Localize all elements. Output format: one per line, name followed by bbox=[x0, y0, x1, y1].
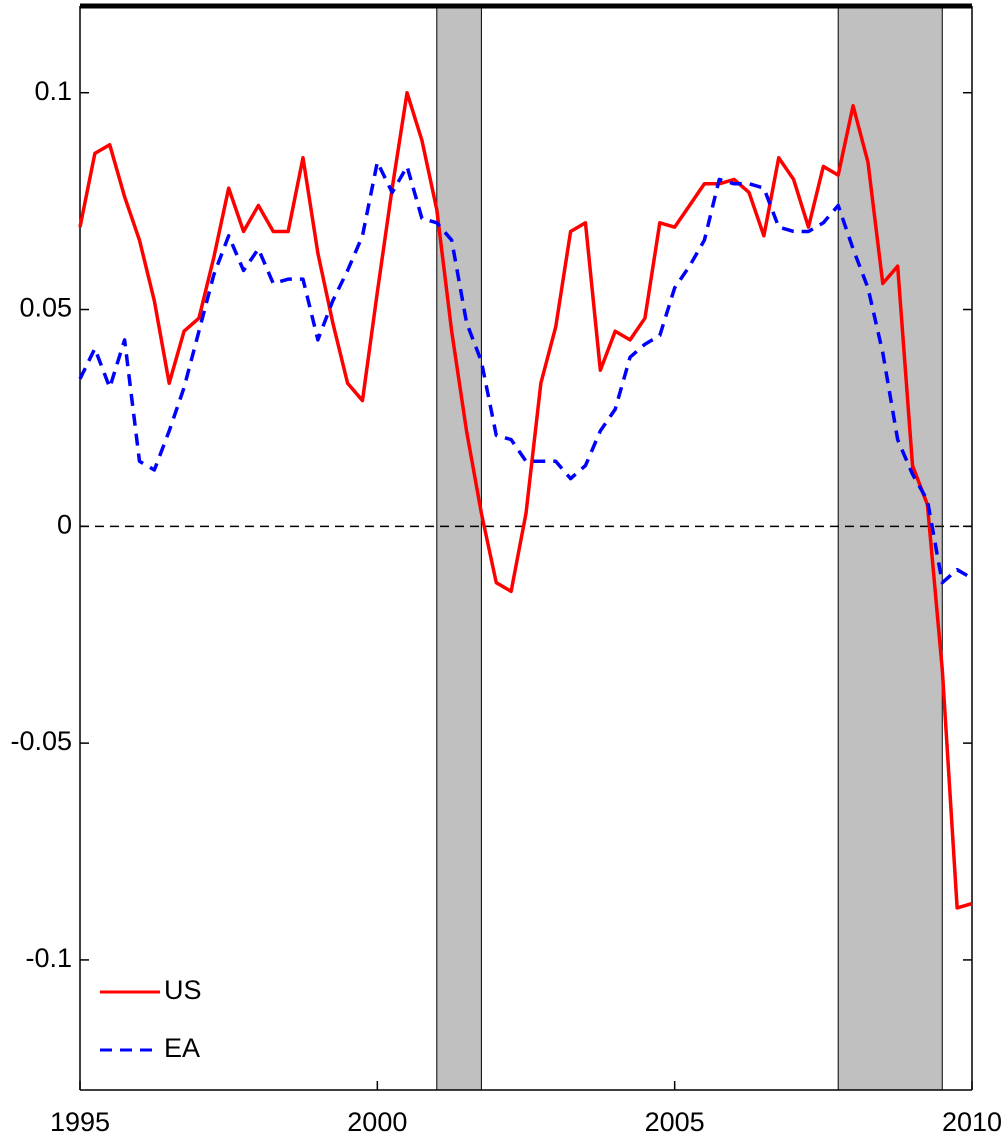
y-tick-label: -0.1 bbox=[25, 943, 72, 973]
legend-label: EA bbox=[164, 1033, 200, 1063]
x-tick-label: 2005 bbox=[645, 1107, 705, 1137]
y-tick-label: 0.05 bbox=[19, 293, 72, 323]
legend-label: US bbox=[164, 975, 202, 1005]
x-tick-label: 2000 bbox=[347, 1107, 407, 1137]
y-tick-label: -0.05 bbox=[10, 726, 72, 756]
line-ea bbox=[78, 160, 973, 585]
x-tick-label: 2010 bbox=[942, 1107, 1002, 1137]
recession-shade bbox=[436, 5, 482, 1091]
recession-shade bbox=[837, 5, 943, 1091]
line-us bbox=[78, 90, 973, 910]
y-tick-label: 0.1 bbox=[34, 76, 72, 106]
y-tick-label: 0 bbox=[57, 509, 72, 539]
x-tick-label: 1995 bbox=[50, 1107, 110, 1137]
